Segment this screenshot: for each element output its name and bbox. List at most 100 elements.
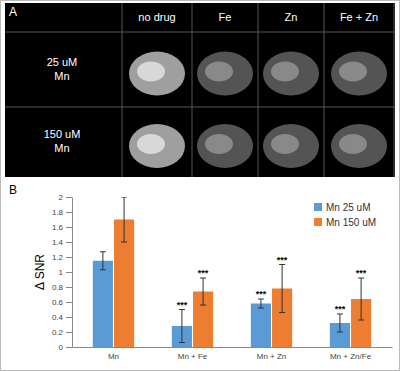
- panel-b: B 0 0.2 0.4 0.6 0.8 1 1.2 1.4 1.6 1.8 2 Δ SNR Mn Mn + …: [9, 183, 393, 361]
- y-tick-label: 1.6: [52, 223, 64, 232]
- significance-label: ***: [198, 268, 209, 278]
- significance-label: ***: [277, 255, 288, 265]
- y-tick: 1.8: [52, 208, 72, 217]
- legend-swatch: [314, 203, 322, 211]
- significance-label: ***: [335, 304, 346, 314]
- mri-image-detail: [339, 62, 367, 82]
- y-tick-label: 0: [59, 343, 64, 352]
- bar: [93, 261, 113, 347]
- y-tick-mark: [66, 212, 72, 213]
- error-bar-cap: [100, 251, 106, 252]
- grid-line: [5, 107, 395, 108]
- mri-image: [197, 52, 253, 96]
- x-tick-label: Mn: [108, 352, 119, 361]
- y-tick-label: 0.4: [52, 313, 64, 322]
- grid-line: [324, 3, 325, 177]
- y-tick-mark: [66, 197, 72, 198]
- row-header: Mn: [54, 70, 69, 82]
- mri-image: [331, 124, 387, 168]
- y-tick-mark: [66, 242, 72, 243]
- grid-line: [5, 32, 395, 33]
- error-bar-stem: [203, 278, 204, 305]
- mri-image: [197, 124, 253, 168]
- y-tick-label: 0.6: [52, 298, 64, 307]
- error-bar-cap: [258, 308, 264, 309]
- mri-image-detail: [205, 134, 233, 154]
- error-bar: [358, 278, 364, 320]
- x-tick-label: Mn + Zn/Fe: [330, 352, 372, 361]
- error-bar: [200, 278, 206, 305]
- grid-line: [258, 3, 259, 177]
- legend-label: Mn 150 uM: [326, 217, 376, 228]
- y-tick: 2: [59, 193, 72, 202]
- grid-line: [122, 3, 123, 177]
- y-tick-mark: [66, 272, 72, 273]
- panel-label: B: [9, 183, 17, 197]
- y-tick-label: 1.4: [52, 238, 64, 247]
- y-tick-mark: [66, 347, 72, 348]
- bar: [251, 304, 271, 348]
- y-tick-label: 2: [59, 193, 64, 202]
- y-tick-mark: [66, 317, 72, 318]
- x-tick-label: Mn + Fe: [178, 352, 208, 361]
- error-bar-cap: [200, 305, 206, 306]
- mri-image-detail: [205, 62, 233, 82]
- x-tick: Mn + Fe: [178, 347, 208, 361]
- y-tick: 1.2: [52, 253, 72, 262]
- y-axis-line: [72, 198, 73, 348]
- y-tick-label: 0.2: [52, 328, 64, 337]
- x-axis-line: [73, 347, 393, 348]
- significance-label: ***: [177, 300, 188, 310]
- error-bar-cap: [179, 342, 185, 343]
- error-bar-stem: [339, 314, 340, 332]
- significance-label: ***: [256, 289, 267, 299]
- error-bar-stem: [124, 197, 125, 242]
- error-bar: [258, 299, 264, 308]
- x-tick: Mn: [108, 347, 119, 361]
- error-bar: [121, 197, 127, 242]
- y-axis: 0 0.2 0.4 0.6 0.8 1 1.2 1.4 1.6 1.8 2: [52, 193, 73, 352]
- y-tick-mark: [66, 302, 72, 303]
- y-tick-label: 1: [59, 268, 64, 277]
- error-bar: [179, 310, 185, 343]
- legend-label: Mn 25 uM: [326, 202, 370, 213]
- mri-image-detail: [137, 62, 165, 82]
- x-axis: Mn Mn + Fe Mn + Zn Mn + Zn/Fe: [73, 347, 393, 361]
- row-header: 150 uM: [44, 128, 81, 140]
- mri-image: [263, 124, 319, 168]
- mri-image-detail: [271, 134, 299, 154]
- error-bar-cap: [358, 320, 364, 321]
- error-bar-cap: [279, 312, 285, 313]
- significance-label: ***: [356, 268, 367, 278]
- y-tick: 1: [59, 268, 72, 277]
- error-bar-stem: [361, 278, 362, 320]
- grid-line: [192, 3, 193, 177]
- error-bar: [337, 314, 343, 332]
- y-axis-title: Δ SNR: [33, 254, 47, 290]
- y-tick-mark: [66, 287, 72, 288]
- error-bar-cap: [121, 197, 127, 198]
- column-header: no drug: [138, 11, 175, 23]
- legend: Mn 25 uM Mn 150 uM: [314, 202, 376, 228]
- error-bar-stem: [102, 252, 103, 270]
- mri-image: [331, 52, 387, 96]
- mri-image: [263, 52, 319, 96]
- x-tick: Mn + Zn: [257, 347, 287, 361]
- y-tick-label: 1.8: [52, 208, 64, 217]
- grid-line: [394, 3, 395, 177]
- column-header: Zn: [285, 11, 298, 23]
- figure-frame: [1, 1, 400, 371]
- y-tick: 0.8: [52, 283, 72, 292]
- error-bar-cap: [121, 242, 127, 243]
- y-tick: 1.4: [52, 238, 72, 247]
- panel-a: Ano drugFeZnFe + Zn25 uMMn150 uMMn: [5, 3, 395, 177]
- y-tick: 1.6: [52, 223, 72, 232]
- error-bar: [279, 265, 285, 313]
- error-bar-stem: [181, 310, 182, 343]
- legend-swatch: [314, 218, 322, 226]
- y-tick-mark: [66, 227, 72, 228]
- error-bar: [100, 252, 106, 270]
- column-header: Fe + Zn: [340, 11, 378, 23]
- row-header: Mn: [54, 142, 69, 154]
- panel-a-background: [5, 3, 395, 177]
